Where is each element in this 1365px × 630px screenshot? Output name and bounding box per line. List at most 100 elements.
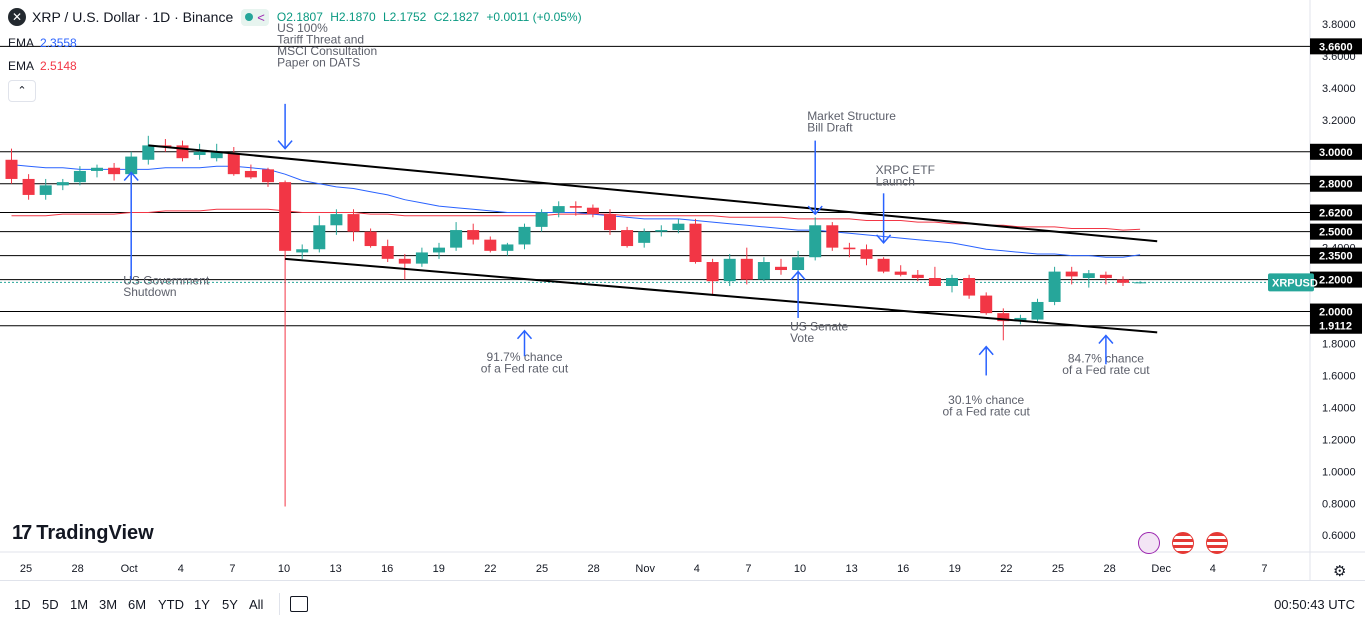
- level-tag: [1310, 303, 1362, 320]
- level-tag-label: 1.9112: [1319, 321, 1352, 333]
- price-tick-label: 1.0000: [1322, 466, 1356, 478]
- candle-up: [142, 145, 155, 160]
- grid: [0, 0, 1365, 580]
- symbol-title[interactable]: XRP / U.S. Dollar · 1D · Binance: [32, 9, 234, 25]
- candle-down: [22, 178, 35, 195]
- status-badge[interactable]: <: [241, 8, 269, 26]
- candle-down: [604, 214, 616, 231]
- range-5y-button[interactable]: 5Y: [222, 597, 238, 612]
- time-tick-label: 28: [71, 563, 83, 575]
- time-tick-label: 19: [949, 563, 961, 575]
- utc-clock[interactable]: 00:50:43 UTC: [1274, 597, 1355, 612]
- level-tag-label: 3.0000: [1319, 147, 1353, 159]
- range-all-button[interactable]: All: [249, 597, 264, 612]
- annotation-text: 30.1% chance: [948, 393, 1024, 407]
- candle-down: [227, 153, 240, 175]
- candle-down: [244, 170, 257, 178]
- change-value: +0.0011 (+0.05%): [486, 10, 582, 24]
- candle-down: [740, 258, 753, 280]
- candle-down: [689, 223, 702, 263]
- arrow-head-icon: [516, 329, 533, 340]
- ema-fast-label: EMA: [8, 36, 35, 50]
- share-icon: <: [257, 9, 265, 25]
- candle-up: [535, 212, 548, 227]
- bottom-toolbar: 1D 5D 1M 3M 6M YTD 1Y 5Y All 00:50:43 UT…: [0, 580, 1365, 630]
- candles: [5, 135, 1147, 507]
- candle-up: [433, 247, 445, 253]
- annotation-text: Tariff Threat and: [277, 32, 364, 46]
- candle-down: [826, 225, 839, 248]
- candle-up: [193, 151, 206, 155]
- time-tick-label: 19: [433, 563, 445, 575]
- annotation-text: 91.7% chance: [486, 350, 562, 364]
- range-ytd-button[interactable]: YTD: [158, 597, 184, 612]
- time-tick-label: 13: [845, 563, 857, 575]
- range-1y-button[interactable]: 1Y: [194, 597, 210, 612]
- candle-down: [706, 262, 719, 282]
- arrow-head-icon: [807, 205, 823, 216]
- candle-down: [364, 231, 377, 247]
- candle-down: [911, 274, 924, 278]
- candle-up: [501, 244, 514, 251]
- level-tag-label: 2.0000: [1319, 307, 1353, 319]
- candle-up: [296, 249, 309, 253]
- time-tick-label: 25: [536, 563, 548, 575]
- range-5d-button[interactable]: 5D: [42, 597, 59, 612]
- trendline: [285, 257, 1158, 334]
- annotation-text: MSCI Consultation: [277, 44, 377, 58]
- ema-fast-legend[interactable]: EMA 2.3558: [8, 36, 77, 50]
- range-6m-button[interactable]: 6M: [128, 597, 147, 612]
- candle-down: [569, 206, 582, 208]
- annotation-text: Vote: [790, 331, 814, 345]
- candle-down: [894, 271, 907, 275]
- lightning-event-icon[interactable]: [1138, 532, 1160, 554]
- gear-icon[interactable]: ⚙: [1333, 563, 1347, 580]
- level-tag-label: 2.3500: [1319, 251, 1353, 263]
- annotation-text: of a Fed rate cut: [1062, 363, 1150, 377]
- candle-up: [638, 231, 651, 243]
- time-tick-label: 25: [20, 563, 32, 575]
- range-3m-button[interactable]: 3M: [99, 597, 118, 612]
- candle-up: [1048, 271, 1061, 302]
- price-tick-label: 3.4000: [1322, 83, 1356, 95]
- arrow-head-icon: [790, 270, 806, 281]
- time-tick-label: 13: [329, 563, 341, 575]
- level-tag: [1310, 223, 1362, 240]
- level-tag-label: 2.8000: [1319, 179, 1353, 191]
- annotation-text: of a Fed rate cut: [481, 362, 569, 376]
- candle-up: [1014, 317, 1027, 322]
- candle-down: [262, 169, 274, 183]
- time-tick-label: 25: [1052, 563, 1064, 575]
- collapse-legend-button[interactable]: ⌃: [8, 80, 36, 102]
- candle-down: [1099, 274, 1112, 278]
- range-1m-button[interactable]: 1M: [70, 597, 89, 612]
- price-tick-label: 3.2000: [1322, 115, 1356, 127]
- candle-up: [450, 230, 463, 248]
- us-flag-event-icon[interactable]: [1206, 532, 1228, 554]
- time-tick-label: 16: [897, 563, 909, 575]
- annotation-text: Launch: [876, 175, 915, 189]
- ema-slow-legend[interactable]: EMA 2.5148: [8, 59, 77, 73]
- arrow-head-icon: [1098, 334, 1114, 345]
- time-tick-label: Oct: [121, 563, 138, 575]
- candle-up: [757, 262, 770, 280]
- ema-slow-label: EMA: [8, 59, 35, 73]
- arrow-head-icon: [277, 140, 293, 150]
- candle-down: [586, 207, 599, 215]
- time-tick-label: 22: [1000, 563, 1012, 575]
- range-1d-button[interactable]: 1D: [14, 597, 31, 612]
- calendar-icon[interactable]: [290, 596, 308, 612]
- time-tick-label: 22: [484, 563, 496, 575]
- candle-up: [946, 278, 958, 286]
- candle-down: [877, 258, 890, 272]
- price-tick-label: 1.4000: [1322, 402, 1356, 414]
- candle-up: [809, 225, 822, 258]
- candle-up: [415, 252, 428, 264]
- time-tick-label: 16: [381, 563, 393, 575]
- high-value: H2.1870: [330, 10, 376, 24]
- us-flag-event-icon[interactable]: [1172, 532, 1194, 554]
- level-tag: [1310, 143, 1362, 160]
